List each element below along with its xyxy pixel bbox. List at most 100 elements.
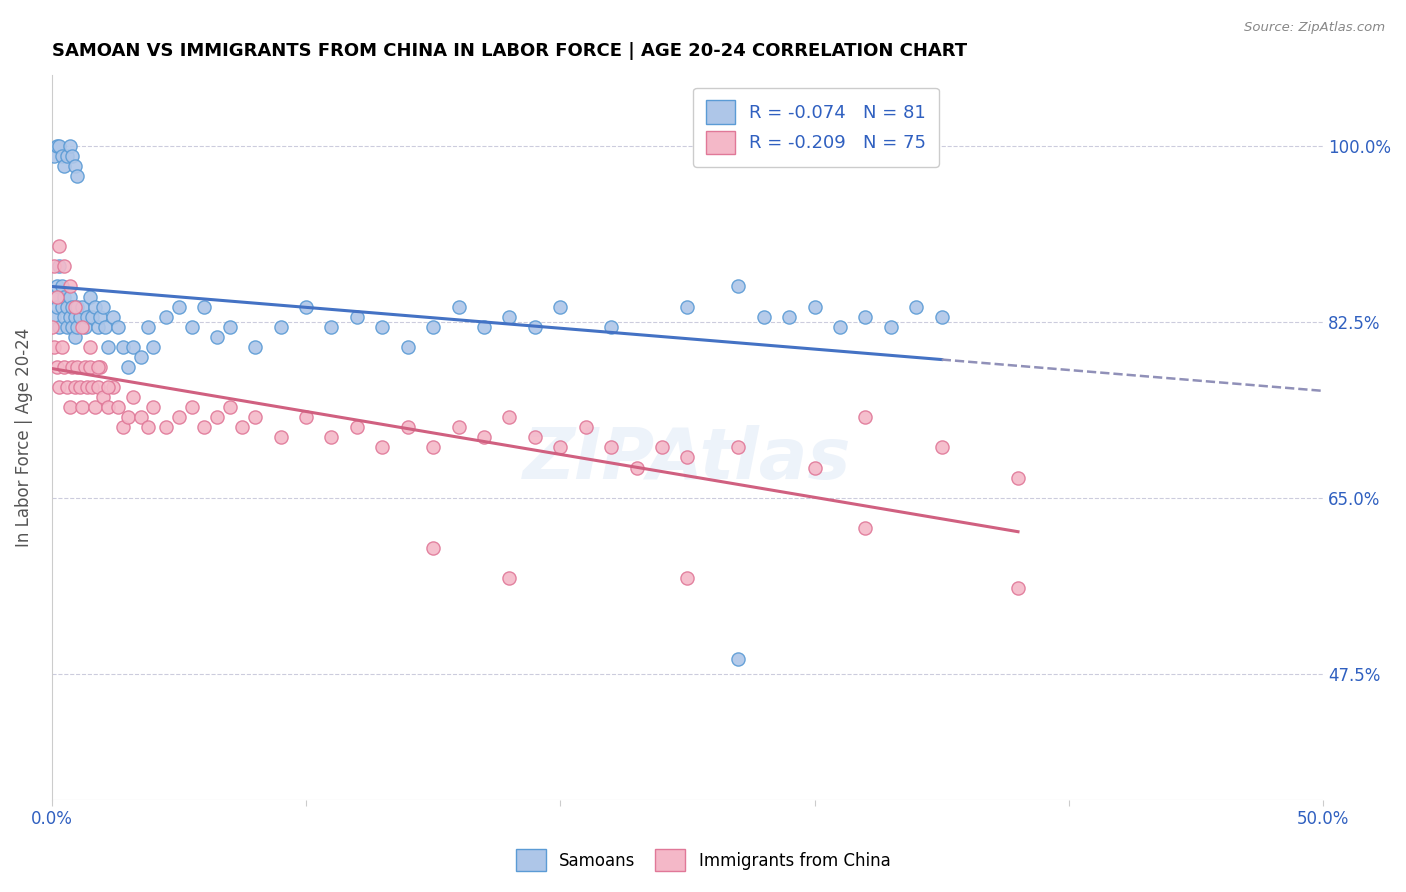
- Point: [855, 410, 877, 425]
- Point: [51, 340, 73, 354]
- Point: [1007, 470, 1029, 484]
- Point: [60, 359, 83, 374]
- Point: [396, 420, 419, 434]
- Point: [676, 300, 699, 314]
- Point: [86, 319, 108, 334]
- Point: [45, 289, 67, 303]
- Point: [371, 441, 394, 455]
- Point: [66, 359, 89, 374]
- Point: [778, 310, 800, 324]
- Point: [53, 159, 76, 173]
- Point: [69, 380, 91, 394]
- Point: [73, 359, 96, 374]
- Point: [167, 300, 190, 314]
- Point: [89, 359, 111, 374]
- Point: [676, 450, 699, 465]
- Point: [107, 319, 129, 334]
- Text: Source: ZipAtlas.com: Source: ZipAtlas.com: [1244, 21, 1385, 34]
- Point: [79, 289, 101, 303]
- Point: [142, 340, 165, 354]
- Point: [498, 410, 520, 425]
- Point: [155, 310, 177, 324]
- Point: [498, 310, 520, 324]
- Point: [72, 400, 94, 414]
- Point: [79, 359, 101, 374]
- Point: [56, 319, 79, 334]
- Point: [56, 300, 79, 314]
- Point: [855, 310, 877, 324]
- Point: [321, 430, 343, 444]
- Point: [94, 319, 117, 334]
- Point: [45, 359, 67, 374]
- Text: SAMOAN VS IMMIGRANTS FROM CHINA IN LABOR FORCE | AGE 20-24 CORRELATION CHART: SAMOAN VS IMMIGRANTS FROM CHINA IN LABOR…: [52, 42, 967, 60]
- Point: [651, 441, 673, 455]
- Point: [97, 340, 120, 354]
- Point: [41, 319, 63, 334]
- Point: [880, 319, 903, 334]
- Point: [45, 138, 67, 153]
- Point: [270, 430, 292, 444]
- Text: ZIPAtlas: ZIPAtlas: [523, 425, 852, 493]
- Point: [218, 319, 240, 334]
- Point: [45, 300, 67, 314]
- Point: [600, 319, 623, 334]
- Point: [56, 149, 79, 163]
- Point: [63, 330, 86, 344]
- Point: [97, 400, 120, 414]
- Point: [346, 420, 368, 434]
- Point: [600, 441, 623, 455]
- Point: [243, 340, 266, 354]
- Point: [752, 310, 775, 324]
- Point: [626, 460, 648, 475]
- Point: [803, 300, 825, 314]
- Point: [51, 300, 73, 314]
- Point: [727, 651, 749, 665]
- Point: [44, 149, 66, 163]
- Point: [498, 571, 520, 585]
- Point: [84, 400, 107, 414]
- Point: [111, 340, 134, 354]
- Point: [53, 260, 76, 274]
- Point: [575, 420, 598, 434]
- Point: [243, 410, 266, 425]
- Point: [205, 330, 228, 344]
- Point: [180, 400, 202, 414]
- Point: [138, 319, 160, 334]
- Point: [44, 310, 66, 324]
- Point: [97, 380, 120, 394]
- Point: [101, 380, 124, 394]
- Point: [270, 319, 292, 334]
- Point: [51, 149, 73, 163]
- Point: [111, 420, 134, 434]
- Point: [117, 359, 139, 374]
- Point: [44, 340, 66, 354]
- Point: [346, 310, 368, 324]
- Point: [396, 340, 419, 354]
- Point: [76, 380, 98, 394]
- Point: [321, 319, 343, 334]
- Point: [142, 400, 165, 414]
- Point: [53, 359, 76, 374]
- Point: [129, 410, 152, 425]
- Point: [447, 300, 470, 314]
- Point: [66, 169, 89, 183]
- Point: [48, 260, 70, 274]
- Point: [931, 310, 953, 324]
- Point: [48, 380, 70, 394]
- Point: [58, 138, 80, 153]
- Point: [218, 400, 240, 414]
- Point: [60, 300, 83, 314]
- Point: [73, 319, 96, 334]
- Point: [69, 310, 91, 324]
- Point: [855, 521, 877, 535]
- Point: [63, 310, 86, 324]
- Point: [79, 340, 101, 354]
- Point: [45, 279, 67, 293]
- Point: [89, 310, 111, 324]
- Point: [550, 441, 572, 455]
- Point: [205, 410, 228, 425]
- Point: [1007, 581, 1029, 595]
- Point: [167, 410, 190, 425]
- Point: [122, 390, 145, 404]
- Point: [550, 300, 572, 314]
